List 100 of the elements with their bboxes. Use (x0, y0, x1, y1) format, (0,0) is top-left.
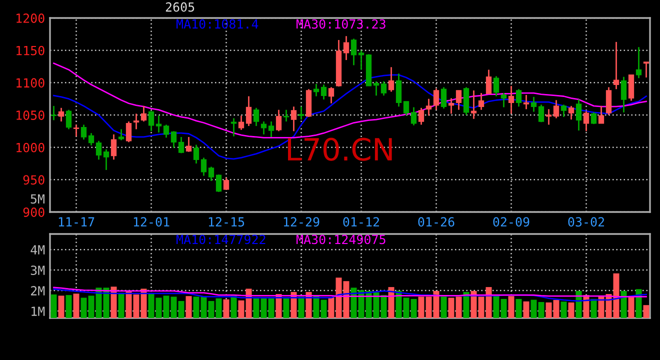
candlestick (628, 74, 634, 102)
candlestick (320, 84, 327, 100)
candlestick (216, 174, 222, 193)
x-tick-label: 11-17 (58, 217, 94, 226)
candlestick (126, 120, 132, 143)
candlestick (118, 128, 124, 141)
candlestick (478, 92, 484, 111)
candlestick (66, 109, 72, 130)
candlestick (493, 76, 500, 97)
annotation: L70.CN (288, 138, 392, 161)
candlestick (290, 106, 297, 132)
candlestick (50, 105, 57, 121)
y-tick-label: 1200 (16, 14, 44, 23)
candlestick (328, 86, 334, 104)
candlestick (643, 61, 650, 78)
candlestick (508, 85, 514, 114)
candlestick (553, 99, 560, 119)
candlestick (88, 132, 94, 146)
y-tick-label: 1M (32, 306, 45, 316)
y-tick-label: 3M (30, 266, 45, 276)
candlestick (186, 136, 192, 153)
candlestick (456, 90, 462, 111)
text: MA30:1073.23 (296, 19, 386, 29)
text: 2605 (166, 2, 194, 12)
candlestick (80, 124, 87, 140)
y-tick-label: 1000 (16, 142, 44, 152)
candlestick (380, 80, 387, 96)
candlestick (620, 76, 627, 114)
candlestick (193, 144, 200, 164)
candlestick (433, 88, 440, 111)
candlestick (200, 156, 207, 176)
candlestick (500, 92, 507, 108)
candlestick (260, 120, 267, 136)
candlestick (576, 98, 582, 132)
text: MA10:1081.4 (176, 19, 258, 29)
candlestick (96, 140, 102, 160)
candlestick (523, 94, 530, 110)
candlestick (343, 35, 350, 61)
y-tick-label: 950 (23, 175, 44, 185)
candlestick (486, 69, 492, 94)
candlestick (470, 90, 477, 120)
text: 5M (30, 194, 44, 204)
candlestick (396, 72, 402, 108)
candlestick (253, 107, 260, 127)
line-series (53, 74, 647, 160)
x-tick-label: 02-09 (493, 217, 530, 227)
x-tick-label: 01-12 (343, 217, 379, 227)
candlestick (373, 80, 380, 96)
candlestick (156, 114, 162, 134)
line-series (53, 288, 647, 302)
candlestick (636, 46, 642, 79)
line-series (53, 62, 647, 138)
candlestick (418, 107, 424, 126)
x-tick-label: 03-02 (568, 217, 604, 227)
candlestick (313, 83, 320, 97)
candlestick (388, 66, 394, 92)
candlestick (103, 148, 110, 171)
candlestick (73, 124, 80, 138)
candlestick (606, 86, 612, 116)
candlestick (516, 88, 522, 108)
text: MA30:1249075 (296, 234, 386, 244)
candlestick (463, 86, 470, 116)
candlestick (268, 120, 274, 138)
candlestick (298, 106, 304, 120)
x-tick-label: 12-29 (284, 217, 320, 227)
candlestick (530, 96, 537, 112)
candlestick (148, 110, 154, 132)
candlestick (178, 136, 184, 154)
candlestick (276, 109, 282, 132)
line-series (53, 286, 647, 298)
candlestick (58, 107, 64, 122)
candlestick (538, 104, 544, 123)
candlestick (583, 110, 590, 132)
y-tick-label: 1150 (16, 46, 44, 56)
candlestick (560, 104, 567, 118)
candlestick (403, 100, 410, 116)
candlestick (230, 118, 237, 138)
candlestick (426, 98, 432, 116)
y-tick-label: 900 (23, 208, 44, 217)
candlestick (238, 114, 244, 131)
candlestick (440, 86, 447, 110)
candlestick (568, 105, 574, 120)
y-tick-label: 2M (31, 286, 45, 296)
candlestick (598, 105, 604, 124)
candlestick (410, 106, 417, 126)
x-tick-label: 12-01 (134, 217, 170, 227)
y-tick-label: 1050 (16, 110, 44, 120)
candlestick (223, 177, 230, 191)
candlestick (613, 41, 620, 90)
candlestick (448, 97, 454, 114)
candlestick (133, 113, 140, 130)
x-tick-label: 12-15 (208, 217, 244, 227)
x-tick-label: 01-26 (418, 217, 454, 227)
candlestick (546, 108, 552, 126)
candlestick (140, 105, 147, 122)
candlestick (208, 166, 214, 182)
candlestick (358, 50, 364, 70)
candlestick (163, 124, 170, 138)
candlestick (283, 109, 290, 122)
text: MA10:1477922 (176, 234, 266, 244)
